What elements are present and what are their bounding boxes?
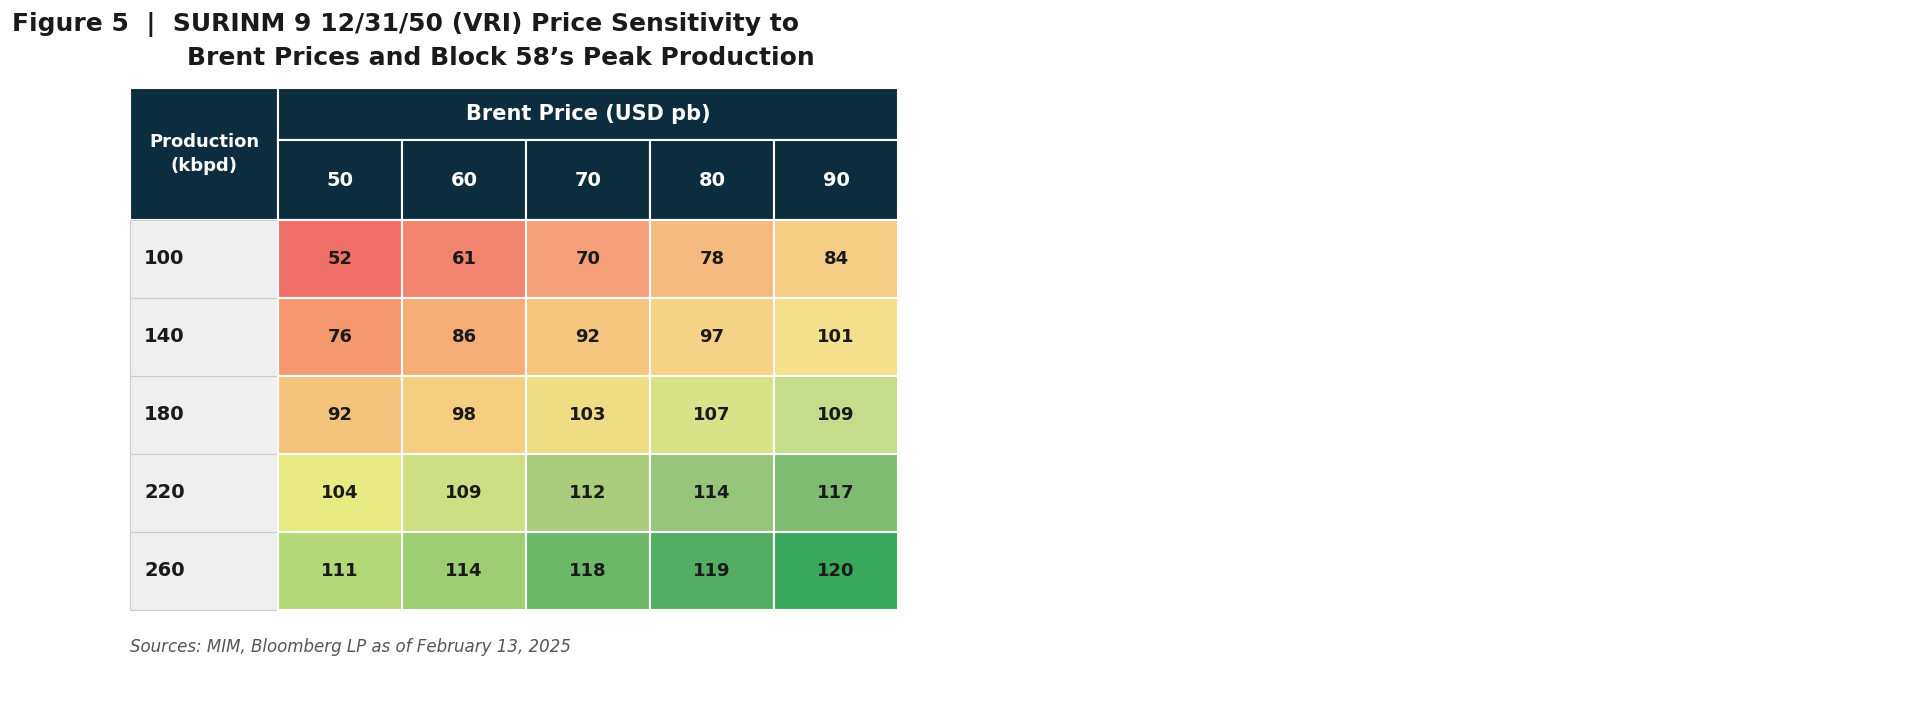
Bar <box>130 88 277 220</box>
Text: 118: 118 <box>570 562 606 580</box>
Text: 109: 109 <box>446 484 482 502</box>
Bar <box>650 298 775 376</box>
Text: 86: 86 <box>451 328 476 346</box>
Bar <box>526 298 650 376</box>
Text: 70: 70 <box>574 170 601 190</box>
Text: Brent Prices and Block 58’s Peak Production: Brent Prices and Block 58’s Peak Product… <box>11 46 815 70</box>
Text: 76: 76 <box>327 328 352 346</box>
Bar <box>526 532 650 610</box>
Bar <box>402 140 526 220</box>
Bar <box>526 376 650 454</box>
Bar <box>130 220 277 298</box>
Bar <box>277 376 402 454</box>
Text: 78: 78 <box>700 250 725 268</box>
Bar <box>775 220 897 298</box>
Text: 61: 61 <box>451 250 476 268</box>
Bar <box>526 140 650 220</box>
Bar <box>130 532 277 610</box>
Text: 117: 117 <box>817 484 855 502</box>
Text: 111: 111 <box>321 562 360 580</box>
Bar <box>402 376 526 454</box>
Bar <box>650 140 775 220</box>
Text: 90: 90 <box>823 170 849 190</box>
Text: 101: 101 <box>817 328 855 346</box>
Text: 92: 92 <box>576 328 601 346</box>
Text: 97: 97 <box>700 328 725 346</box>
Text: 120: 120 <box>817 562 855 580</box>
Bar <box>277 298 402 376</box>
Text: 84: 84 <box>823 250 849 268</box>
Bar <box>775 298 897 376</box>
Text: 107: 107 <box>693 406 731 424</box>
Bar <box>277 220 402 298</box>
Text: 80: 80 <box>698 170 725 190</box>
Bar <box>130 376 277 454</box>
Text: 140: 140 <box>143 327 186 347</box>
Bar <box>775 532 897 610</box>
Text: 109: 109 <box>817 406 855 424</box>
Bar <box>402 532 526 610</box>
Bar <box>277 140 402 220</box>
Bar <box>775 376 897 454</box>
Text: 114: 114 <box>446 562 482 580</box>
Bar <box>277 88 897 140</box>
Text: Figure 5  |  SURINM 9 12/31/50 (VRI) Price Sensitivity to: Figure 5 | SURINM 9 12/31/50 (VRI) Price… <box>11 12 800 37</box>
Text: 103: 103 <box>570 406 606 424</box>
Text: 114: 114 <box>693 484 731 502</box>
Text: 119: 119 <box>693 562 731 580</box>
Bar <box>402 454 526 532</box>
Text: 70: 70 <box>576 250 601 268</box>
Bar <box>526 454 650 532</box>
Text: 52: 52 <box>327 250 352 268</box>
Bar <box>277 532 402 610</box>
Text: Sources: MIM, Bloomberg LP as of February 13, 2025: Sources: MIM, Bloomberg LP as of Februar… <box>130 638 570 656</box>
Text: 260: 260 <box>143 561 186 580</box>
Bar <box>775 454 897 532</box>
Text: 180: 180 <box>143 406 186 424</box>
Text: 60: 60 <box>450 170 478 190</box>
Text: Production
(kbpd): Production (kbpd) <box>149 134 258 174</box>
Bar <box>277 454 402 532</box>
Text: 104: 104 <box>321 484 360 502</box>
Bar <box>526 220 650 298</box>
Bar <box>650 220 775 298</box>
Text: 220: 220 <box>143 483 186 503</box>
Bar <box>130 298 277 376</box>
Bar <box>130 454 277 532</box>
Text: 98: 98 <box>451 406 476 424</box>
Bar <box>402 298 526 376</box>
Text: 112: 112 <box>570 484 606 502</box>
Bar <box>650 532 775 610</box>
Text: Brent Price (USD pb): Brent Price (USD pb) <box>465 104 710 124</box>
Text: 50: 50 <box>327 170 354 190</box>
Bar <box>402 220 526 298</box>
Text: 100: 100 <box>143 249 184 269</box>
Text: 92: 92 <box>327 406 352 424</box>
Bar <box>775 140 897 220</box>
Bar <box>650 376 775 454</box>
Bar <box>650 454 775 532</box>
